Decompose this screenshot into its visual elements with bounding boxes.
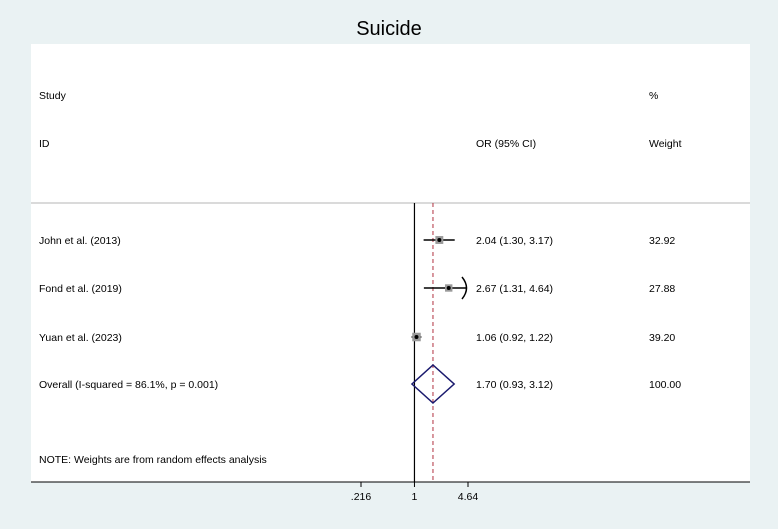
overall-weight: 100.00 <box>649 379 682 391</box>
header-percent: % <box>649 90 659 102</box>
weight-2: 39.20 <box>649 332 676 344</box>
chart-title: Suicide <box>356 18 422 40</box>
overall-diamond <box>410 363 456 405</box>
weight-1: 27.88 <box>649 283 676 295</box>
header-id: ID <box>39 138 50 150</box>
overall-label: Overall (I-squared = 86.1%, p = 0.001) <box>39 379 219 391</box>
x-tick-label-0: .216 <box>351 491 372 503</box>
ci-text-0: 2.04 (1.30, 3.17) <box>476 235 554 247</box>
point-estimate-0 <box>437 238 442 242</box>
weight-0: 32.92 <box>649 235 676 247</box>
ci-text-1: 2.67 (1.31, 4.64) <box>476 283 554 295</box>
overall-ci-text: 1.70 (0.93, 3.12) <box>476 379 554 391</box>
note-text: NOTE: Weights are from random effects an… <box>39 454 267 466</box>
point-estimate-1 <box>446 286 451 290</box>
point-estimate-2 <box>414 335 419 339</box>
study-label-1: Fond et al. (2019) <box>39 283 122 295</box>
study-label-0: John et al. (2013) <box>39 235 121 247</box>
x-tick-label-2: 4.64 <box>458 491 479 503</box>
header-weight: Weight <box>649 138 682 150</box>
header-study: Study <box>39 90 66 102</box>
ci-text-2: 1.06 (0.92, 1.22) <box>476 332 554 344</box>
plot-area <box>31 44 750 482</box>
x-tick-label-1: 1 <box>412 491 418 503</box>
ci-arrow-1 <box>461 276 468 300</box>
study-label-2: Yuan et al. (2023) <box>39 332 122 344</box>
header-or-ci: OR (95% CI) <box>476 138 537 150</box>
